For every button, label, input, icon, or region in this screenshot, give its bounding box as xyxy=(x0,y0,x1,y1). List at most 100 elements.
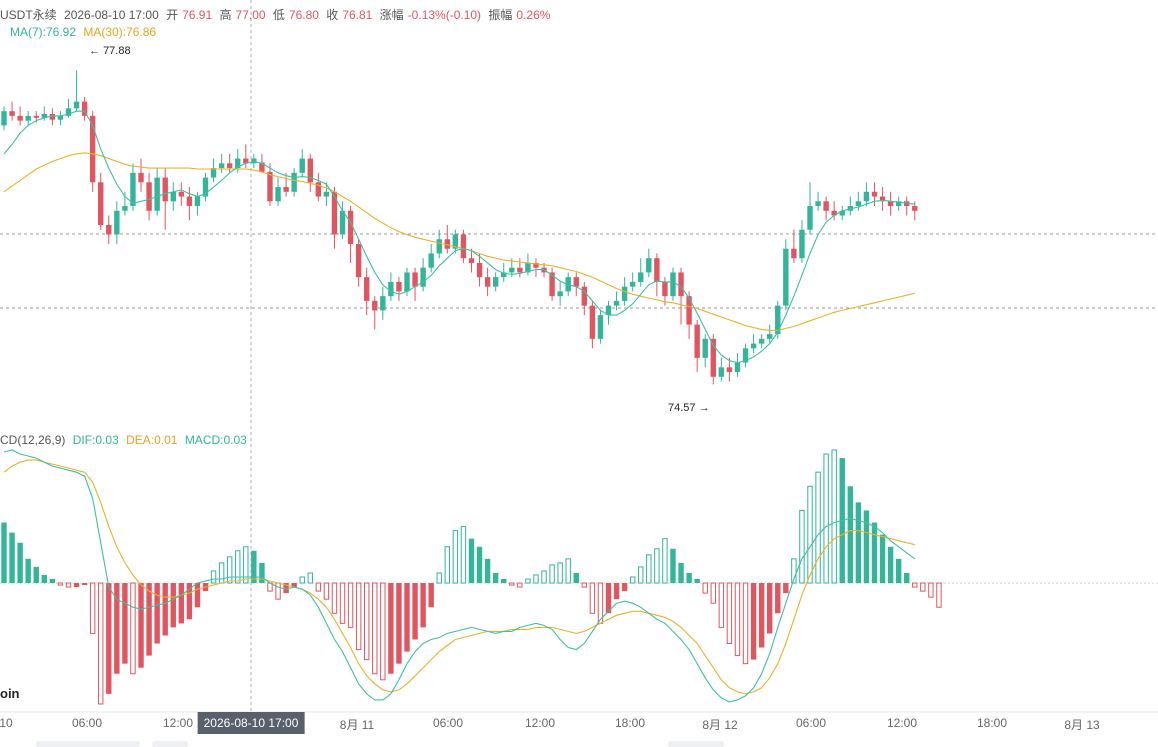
macd-histogram-bar xyxy=(533,574,539,584)
macd-histogram-bar xyxy=(936,582,942,608)
brand-logo: oin xyxy=(0,686,20,701)
candle-body xyxy=(702,338,708,358)
macd-histogram-bar xyxy=(65,582,72,588)
candle-body xyxy=(194,196,201,207)
candle-body xyxy=(549,272,555,297)
macd-histogram-bar xyxy=(509,582,515,586)
macd-histogram-bar xyxy=(726,582,733,644)
timeline-scroll-segment[interactable] xyxy=(36,741,140,747)
macd-histogram-bar xyxy=(807,485,813,584)
candle-body xyxy=(275,187,281,202)
macd-histogram-bar xyxy=(89,582,96,634)
dea-label: DEA:0.01 xyxy=(126,433,178,447)
macd-histogram-bar xyxy=(718,582,725,628)
ma30-label: MA(30):76.86 xyxy=(83,25,157,39)
candle-body xyxy=(839,210,845,216)
candle-body xyxy=(315,182,322,197)
x-tick-label: 06:00 xyxy=(795,716,827,730)
macd-histogram-bar xyxy=(154,583,160,644)
macd-histogram-bar xyxy=(210,570,217,584)
close-value: 76.81 xyxy=(342,8,373,22)
candle-body xyxy=(605,305,612,316)
macd-histogram-bar xyxy=(444,546,451,584)
macd-histogram-bar xyxy=(476,546,483,584)
symbol-label: USDT永续 xyxy=(0,8,57,22)
candle-body xyxy=(73,101,80,109)
candle-body xyxy=(178,191,185,197)
candle-body xyxy=(202,177,209,197)
candle-body xyxy=(686,296,692,325)
candle-body xyxy=(114,210,120,235)
candle-body xyxy=(694,324,700,358)
macd-histogram-bar xyxy=(525,578,531,584)
candle-body xyxy=(791,248,797,259)
macd-histogram-bar xyxy=(629,576,636,584)
candle-body xyxy=(895,201,902,207)
macd-histogram-bar xyxy=(194,583,201,608)
candle-body xyxy=(468,258,475,263)
candle-body xyxy=(154,177,160,211)
macd-header: CD(12,26,9) DIF:0.03 DEA:0.01 MACD:0.03 xyxy=(0,433,251,447)
candle-body xyxy=(742,348,749,363)
macd-histogram-bar xyxy=(468,538,475,584)
candle-body xyxy=(678,272,684,297)
macd-histogram-bar xyxy=(501,579,507,584)
macd-histogram-bar xyxy=(541,570,547,584)
macd-histogram-bar xyxy=(887,546,894,584)
candle-body xyxy=(307,158,313,183)
macd-histogram-bar xyxy=(243,546,249,584)
x-tick-label: 18:00 xyxy=(614,716,646,730)
macd-histogram-bar xyxy=(750,583,757,660)
candle-body xyxy=(573,277,579,287)
macd-histogram-bar xyxy=(710,582,716,604)
candle-body xyxy=(364,277,370,301)
candle-body xyxy=(267,171,273,202)
macd-histogram-bar xyxy=(613,583,620,600)
candle-body xyxy=(734,362,741,373)
macd-histogram-bar xyxy=(823,453,829,584)
candle-body xyxy=(138,172,144,183)
macd-histogram-bar xyxy=(928,582,934,598)
candle-body xyxy=(444,239,450,249)
candle-body xyxy=(33,115,39,118)
macd-histogram-bar xyxy=(621,583,628,592)
candle-body xyxy=(525,262,531,273)
candle-body xyxy=(718,367,725,377)
macd-histogram-bar xyxy=(122,583,128,664)
candle-body xyxy=(831,210,837,216)
macd-histogram-bar xyxy=(783,583,789,594)
timeline-scroll-handle[interactable] xyxy=(668,741,724,747)
candle-body xyxy=(355,243,362,278)
low-marker: 74.57 → xyxy=(668,402,710,414)
macd-histogram-bar xyxy=(355,582,362,651)
macd-histogram-bar xyxy=(758,583,765,648)
candle-body xyxy=(501,272,507,278)
macd-histogram-bar xyxy=(831,449,837,584)
macd-histogram-bar xyxy=(170,583,176,628)
timeline-scroll-segment[interactable] xyxy=(152,741,188,747)
candle-body xyxy=(49,114,56,120)
macd-histogram-bar xyxy=(517,582,523,588)
candle-body xyxy=(557,291,563,297)
candle-body xyxy=(146,182,152,211)
macd-histogram-bar xyxy=(412,583,418,640)
macd-histogram-bar xyxy=(549,564,555,584)
candle-body xyxy=(17,115,23,121)
macd-histogram-bar xyxy=(380,582,386,681)
candle-body xyxy=(597,315,604,339)
macd-histogram-bar xyxy=(573,572,579,584)
candle-body xyxy=(815,201,821,207)
dif-label: DIF:0.03 xyxy=(72,433,119,447)
candle-body xyxy=(662,281,668,297)
ma30-line xyxy=(3,152,915,331)
macd-histogram-bar xyxy=(388,583,394,674)
macd-histogram-bar xyxy=(106,583,112,694)
macd-histogram-bar xyxy=(879,534,886,584)
macd-histogram-bar xyxy=(662,538,668,584)
candle-body xyxy=(758,338,765,344)
candle-body xyxy=(57,115,64,120)
macd-histogram-bar xyxy=(920,582,926,592)
candle-body xyxy=(420,267,426,287)
